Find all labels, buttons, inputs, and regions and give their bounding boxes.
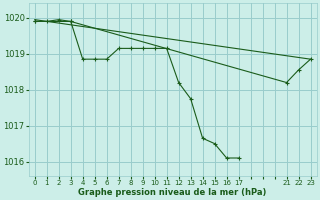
X-axis label: Graphe pression niveau de la mer (hPa): Graphe pression niveau de la mer (hPa) — [78, 188, 267, 197]
